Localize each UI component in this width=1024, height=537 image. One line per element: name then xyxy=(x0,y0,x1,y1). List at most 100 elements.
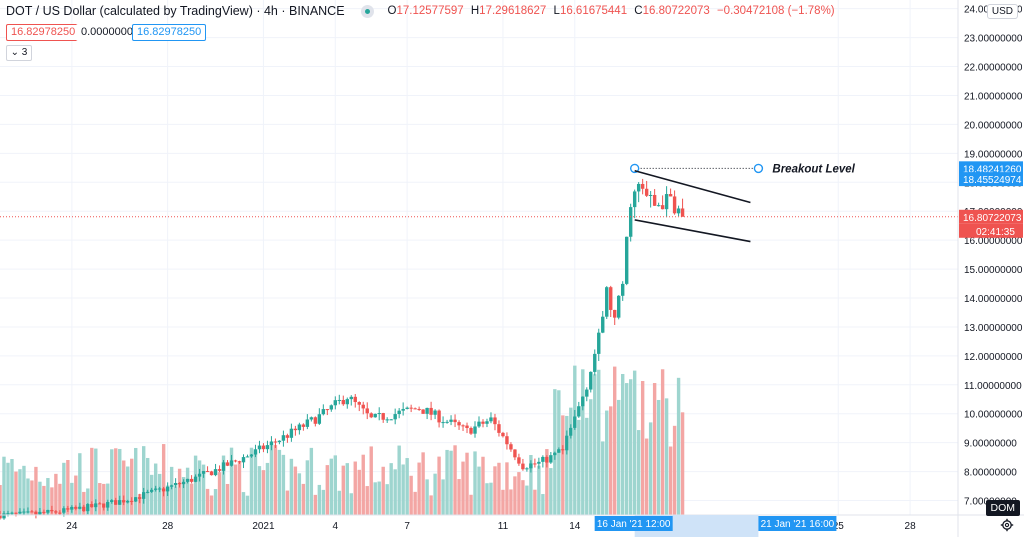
candle-body xyxy=(357,402,361,405)
chart-legend: DOT / US Dollar (calculated by TradingVi… xyxy=(6,4,839,18)
candle-body xyxy=(134,497,138,502)
volume-bar xyxy=(405,458,409,515)
volume-bar xyxy=(601,441,605,515)
y-tick-label: 14.00000000 xyxy=(964,294,1023,305)
candle-body xyxy=(269,441,274,446)
volume-bar xyxy=(42,485,46,515)
volume-bar xyxy=(201,464,206,515)
volume-bar xyxy=(46,478,50,515)
volume-bar xyxy=(193,455,198,515)
volume-bar xyxy=(361,454,365,515)
volume-bar xyxy=(509,489,513,515)
candle-body xyxy=(126,500,130,503)
volume-bar xyxy=(429,495,433,515)
volume-bar xyxy=(297,473,302,515)
market-status-icon xyxy=(360,4,374,18)
volume-bar xyxy=(597,369,601,515)
volume-bar xyxy=(533,489,537,515)
price-label-text: 18.48241260 xyxy=(963,164,1022,175)
candle-body xyxy=(42,511,46,513)
candle-body xyxy=(585,389,589,397)
candle-body xyxy=(549,455,553,463)
candle-body xyxy=(114,500,118,505)
candle-body xyxy=(565,435,569,451)
volume-bar xyxy=(569,407,573,515)
candle-body xyxy=(553,452,557,456)
volume-bar xyxy=(273,445,278,515)
volume-bar xyxy=(417,462,421,515)
volume-bar xyxy=(493,466,497,515)
candle-body xyxy=(289,428,294,438)
pennant-trendline xyxy=(634,169,751,204)
candle-body xyxy=(457,422,461,426)
candle-body xyxy=(301,424,306,427)
x-tick-label: 25 xyxy=(833,521,845,532)
candle-body xyxy=(325,409,330,411)
candle-body xyxy=(433,410,437,415)
sell-price-button[interactable]: 16.82978250 xyxy=(6,24,81,41)
volume-bar xyxy=(98,483,102,515)
candle-body xyxy=(233,460,238,462)
volume-bar xyxy=(269,444,274,515)
candle-body xyxy=(130,500,134,502)
volume-bar xyxy=(50,487,54,515)
candle-body xyxy=(313,417,318,424)
volume-bar xyxy=(437,456,441,515)
volume-bar xyxy=(513,476,517,515)
volume-bar xyxy=(145,457,150,515)
symbol-title[interactable]: DOT / US Dollar (calculated by TradingVi… xyxy=(6,4,345,18)
volume-bar xyxy=(34,466,38,515)
indicators-collapse-button[interactable]: ⌄ 3 xyxy=(6,45,32,61)
candle-body xyxy=(138,497,142,499)
volume-bar xyxy=(469,494,473,515)
volume-bar xyxy=(333,455,337,515)
volume-bar xyxy=(142,446,146,515)
candle-body xyxy=(229,460,234,466)
candle-body xyxy=(285,435,290,438)
candle-body xyxy=(569,427,573,436)
volume-bar xyxy=(94,448,98,515)
candle-body xyxy=(90,504,94,508)
volume-bar xyxy=(281,454,286,515)
candle-body xyxy=(177,482,182,485)
volume-bar xyxy=(0,484,2,515)
x-tick-label: 4 xyxy=(333,521,339,532)
volume-bar xyxy=(505,462,509,515)
candle-body xyxy=(477,421,481,427)
volume-bar xyxy=(185,467,190,515)
candle-body xyxy=(197,473,202,477)
candle-body xyxy=(509,444,513,450)
currency-button[interactable]: USD xyxy=(986,4,1018,19)
candle-body xyxy=(652,194,657,206)
candle-body xyxy=(453,419,457,423)
volume-bar xyxy=(169,466,174,515)
candle-body xyxy=(6,513,10,515)
volume-bar xyxy=(473,451,477,515)
volume-bar xyxy=(541,494,545,515)
buy-price-button[interactable]: 16.82978250 xyxy=(132,24,207,41)
candle-body xyxy=(145,491,150,493)
candle-body xyxy=(317,414,322,424)
candle-body xyxy=(18,511,22,514)
dom-button[interactable]: DOM xyxy=(985,500,1020,516)
volume-bar xyxy=(2,456,6,515)
time-range-label-text: 21 Jan '21 16:00 xyxy=(761,519,835,530)
volume-bar xyxy=(676,377,681,515)
candle-body xyxy=(417,408,421,410)
volume-bar xyxy=(593,374,597,515)
volume-bar xyxy=(317,484,322,515)
candle-body xyxy=(660,205,665,210)
price-label-text: 16.80722073 xyxy=(963,213,1022,224)
volume-bar xyxy=(225,483,230,515)
change-value: −0.30472108 (−1.78%) xyxy=(716,5,835,17)
volume-bar xyxy=(640,381,645,515)
close-label: C xyxy=(634,5,643,17)
x-tick-label: 7 xyxy=(404,521,410,532)
candle-body xyxy=(217,469,222,471)
gear-icon[interactable] xyxy=(1000,518,1014,532)
volume-bar xyxy=(70,482,74,515)
candle-body xyxy=(393,414,397,420)
candle-body xyxy=(201,471,206,474)
candle-body xyxy=(672,196,677,214)
